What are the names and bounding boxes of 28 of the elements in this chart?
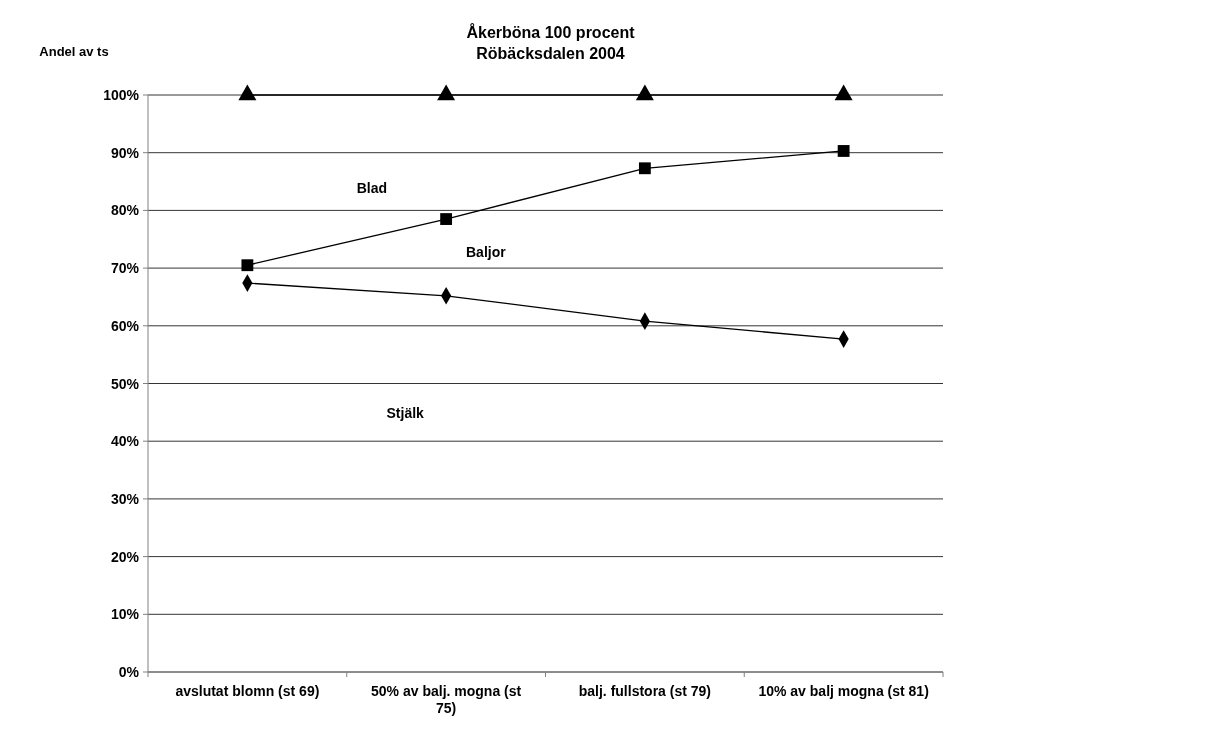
- y-axis-title: Andel av ts: [39, 44, 109, 59]
- annotation: Stjälk: [386, 405, 425, 422]
- point: [238, 84, 257, 101]
- y-tick-label: 30%: [110, 490, 140, 507]
- x-tick-label: avslutat blomn (st 69): [175, 683, 320, 699]
- point: [834, 84, 853, 101]
- point: [437, 84, 456, 101]
- y-tick-label: 40%: [110, 433, 140, 450]
- y-tick-label: 70%: [110, 260, 140, 277]
- point: [638, 162, 651, 175]
- y-tick-label: 80%: [110, 202, 140, 219]
- point: [635, 84, 654, 101]
- x-tick-label: 50% av balj. mogna (st 75): [371, 683, 522, 716]
- y-tick-label: 10%: [110, 606, 140, 623]
- annotation: Blad: [356, 180, 388, 197]
- y-tick-label: 0%: [118, 664, 140, 680]
- point: [241, 259, 254, 272]
- y-tick-label: 90%: [110, 144, 140, 161]
- y-tick-label: 100%: [103, 87, 140, 103]
- annotation: Baljor: [466, 243, 507, 260]
- y-tick-label: 60%: [110, 317, 140, 334]
- point: [440, 213, 453, 225]
- x-tick-label: balj. fullstora (st 79): [578, 683, 711, 699]
- y-tick-label: 50%: [110, 375, 140, 392]
- point: [837, 145, 850, 157]
- chart-title: Åkerböna 100 procent Röbäcksdalen 2004: [466, 23, 636, 62]
- y-tick-label: 20%: [110, 548, 140, 565]
- x-tick-label: 10% av balj mogna (st 81): [758, 683, 929, 699]
